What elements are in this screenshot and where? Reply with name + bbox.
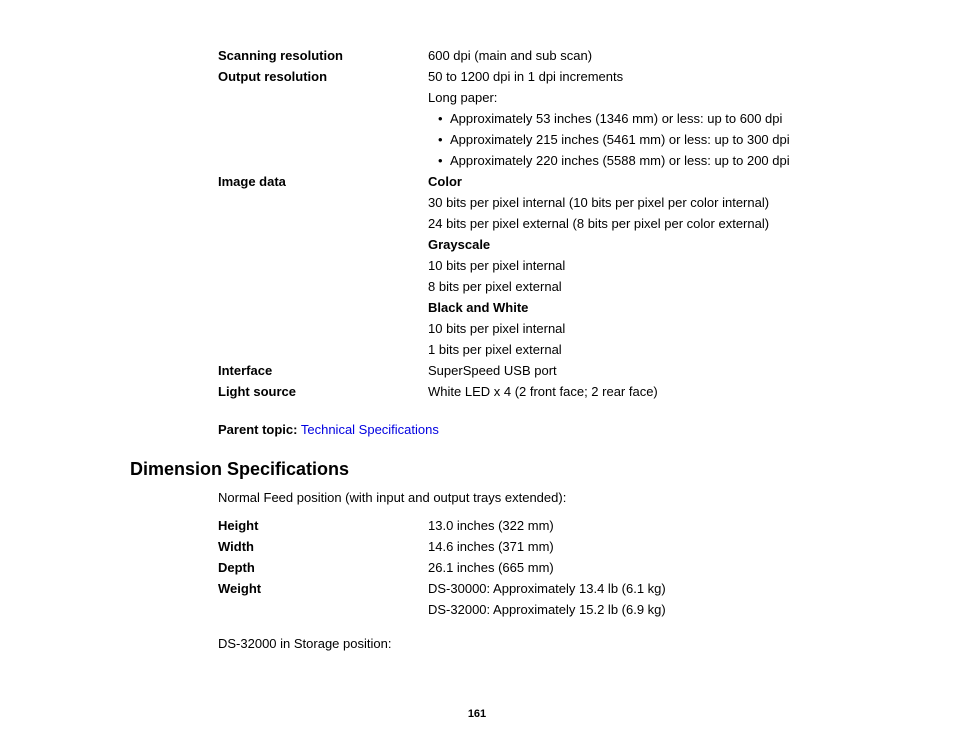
spec-bullet-line: •Approximately 220 inches (5588 mm) or l… — [428, 150, 894, 171]
spec-value-column: 50 to 1200 dpi in 1 dpi incrementsLong p… — [428, 66, 894, 171]
spec-value-line: Long paper: — [428, 87, 894, 108]
spec-label: Height — [218, 515, 428, 536]
spec-bullet-line: •Approximately 215 inches (5461 mm) or l… — [428, 129, 894, 150]
spec-value-line: 13.0 inches (322 mm) — [428, 515, 894, 536]
spec-row: InterfaceSuperSpeed USB port — [218, 360, 894, 381]
spec-bullet-text: Approximately 215 inches (5461 mm) or le… — [450, 132, 790, 147]
spec-label: Image data — [218, 171, 428, 192]
spec-value-line: 50 to 1200 dpi in 1 dpi increments — [428, 66, 894, 87]
parent-topic: Parent topic: Technical Specifications — [218, 416, 894, 453]
spec-row: Width14.6 inches (371 mm) — [218, 536, 894, 557]
spec-table-general: Scanning resolution600 dpi (main and sub… — [218, 45, 894, 402]
spec-value-line: 8 bits per pixel external — [428, 276, 894, 297]
page-number: 161 — [0, 708, 954, 720]
spec-value-line: 10 bits per pixel internal — [428, 318, 894, 339]
spec-bullet-line: •Approximately 53 inches (1346 mm) or le… — [428, 108, 894, 129]
spec-value-line: 600 dpi (main and sub scan) — [428, 45, 894, 66]
spec-row: Depth26.1 inches (665 mm) — [218, 557, 894, 578]
spec-value-column: 14.6 inches (371 mm) — [428, 536, 894, 557]
spec-label: Weight — [218, 578, 428, 599]
bullet-icon: • — [438, 153, 450, 168]
spec-value-line: Grayscale — [428, 234, 894, 255]
bullet-icon: • — [438, 132, 450, 147]
spec-value-column: SuperSpeed USB port — [428, 360, 894, 381]
spec-label: Depth — [218, 557, 428, 578]
spec-row: WeightDS-30000: Approximately 13.4 lb (6… — [218, 578, 894, 620]
spec-value-line: DS-32000: Approximately 15.2 lb (6.9 kg) — [428, 599, 894, 620]
spec-value-line: DS-30000: Approximately 13.4 lb (6.1 kg) — [428, 578, 894, 599]
parent-topic-label: Parent topic: — [218, 422, 297, 437]
spec-value-column: DS-30000: Approximately 13.4 lb (6.1 kg)… — [428, 578, 894, 620]
spec-label: Light source — [218, 381, 428, 402]
spec-table-dimension: Height13.0 inches (322 mm)Width14.6 inch… — [218, 515, 894, 620]
spec-bullet-text: Approximately 220 inches (5588 mm) or le… — [450, 153, 790, 168]
spec-label: Interface — [218, 360, 428, 381]
section-heading-dimension: Dimension Specifications — [130, 459, 894, 480]
intro-text: Normal Feed position (with input and out… — [218, 488, 894, 515]
spec-value-column: Color30 bits per pixel internal (10 bits… — [428, 171, 894, 360]
spec-value-line: White LED x 4 (2 front face; 2 rear face… — [428, 381, 894, 402]
spec-value-line: 30 bits per pixel internal (10 bits per … — [428, 192, 894, 213]
spec-row: Height13.0 inches (322 mm) — [218, 515, 894, 536]
spec-value-line: 10 bits per pixel internal — [428, 255, 894, 276]
spec-value-line: 24 bits per pixel external (8 bits per p… — [428, 213, 894, 234]
bullet-icon: • — [438, 111, 450, 126]
spec-row: Output resolution50 to 1200 dpi in 1 dpi… — [218, 66, 894, 171]
spec-value-line: 1 bits per pixel external — [428, 339, 894, 360]
spec-row: Image dataColor30 bits per pixel interna… — [218, 171, 894, 360]
parent-topic-link[interactable]: Technical Specifications — [301, 422, 439, 437]
spec-value-line: 14.6 inches (371 mm) — [428, 536, 894, 557]
spec-label: Output resolution — [218, 66, 428, 87]
spec-value-column: White LED x 4 (2 front face; 2 rear face… — [428, 381, 894, 402]
spec-value-line: Color — [428, 171, 894, 192]
footer-note: DS-32000 in Storage position: — [218, 634, 894, 661]
spec-value-line: 26.1 inches (665 mm) — [428, 557, 894, 578]
spec-label: Scanning resolution — [218, 45, 428, 66]
spec-value-line: Black and White — [428, 297, 894, 318]
spec-value-column: 600 dpi (main and sub scan) — [428, 45, 894, 66]
spec-value-line: SuperSpeed USB port — [428, 360, 894, 381]
spec-bullet-text: Approximately 53 inches (1346 mm) or les… — [450, 111, 782, 126]
spec-value-column: 13.0 inches (322 mm) — [428, 515, 894, 536]
spec-label: Width — [218, 536, 428, 557]
spec-row: Light sourceWhite LED x 4 (2 front face;… — [218, 381, 894, 402]
spec-value-column: 26.1 inches (665 mm) — [428, 557, 894, 578]
spec-row: Scanning resolution600 dpi (main and sub… — [218, 45, 894, 66]
